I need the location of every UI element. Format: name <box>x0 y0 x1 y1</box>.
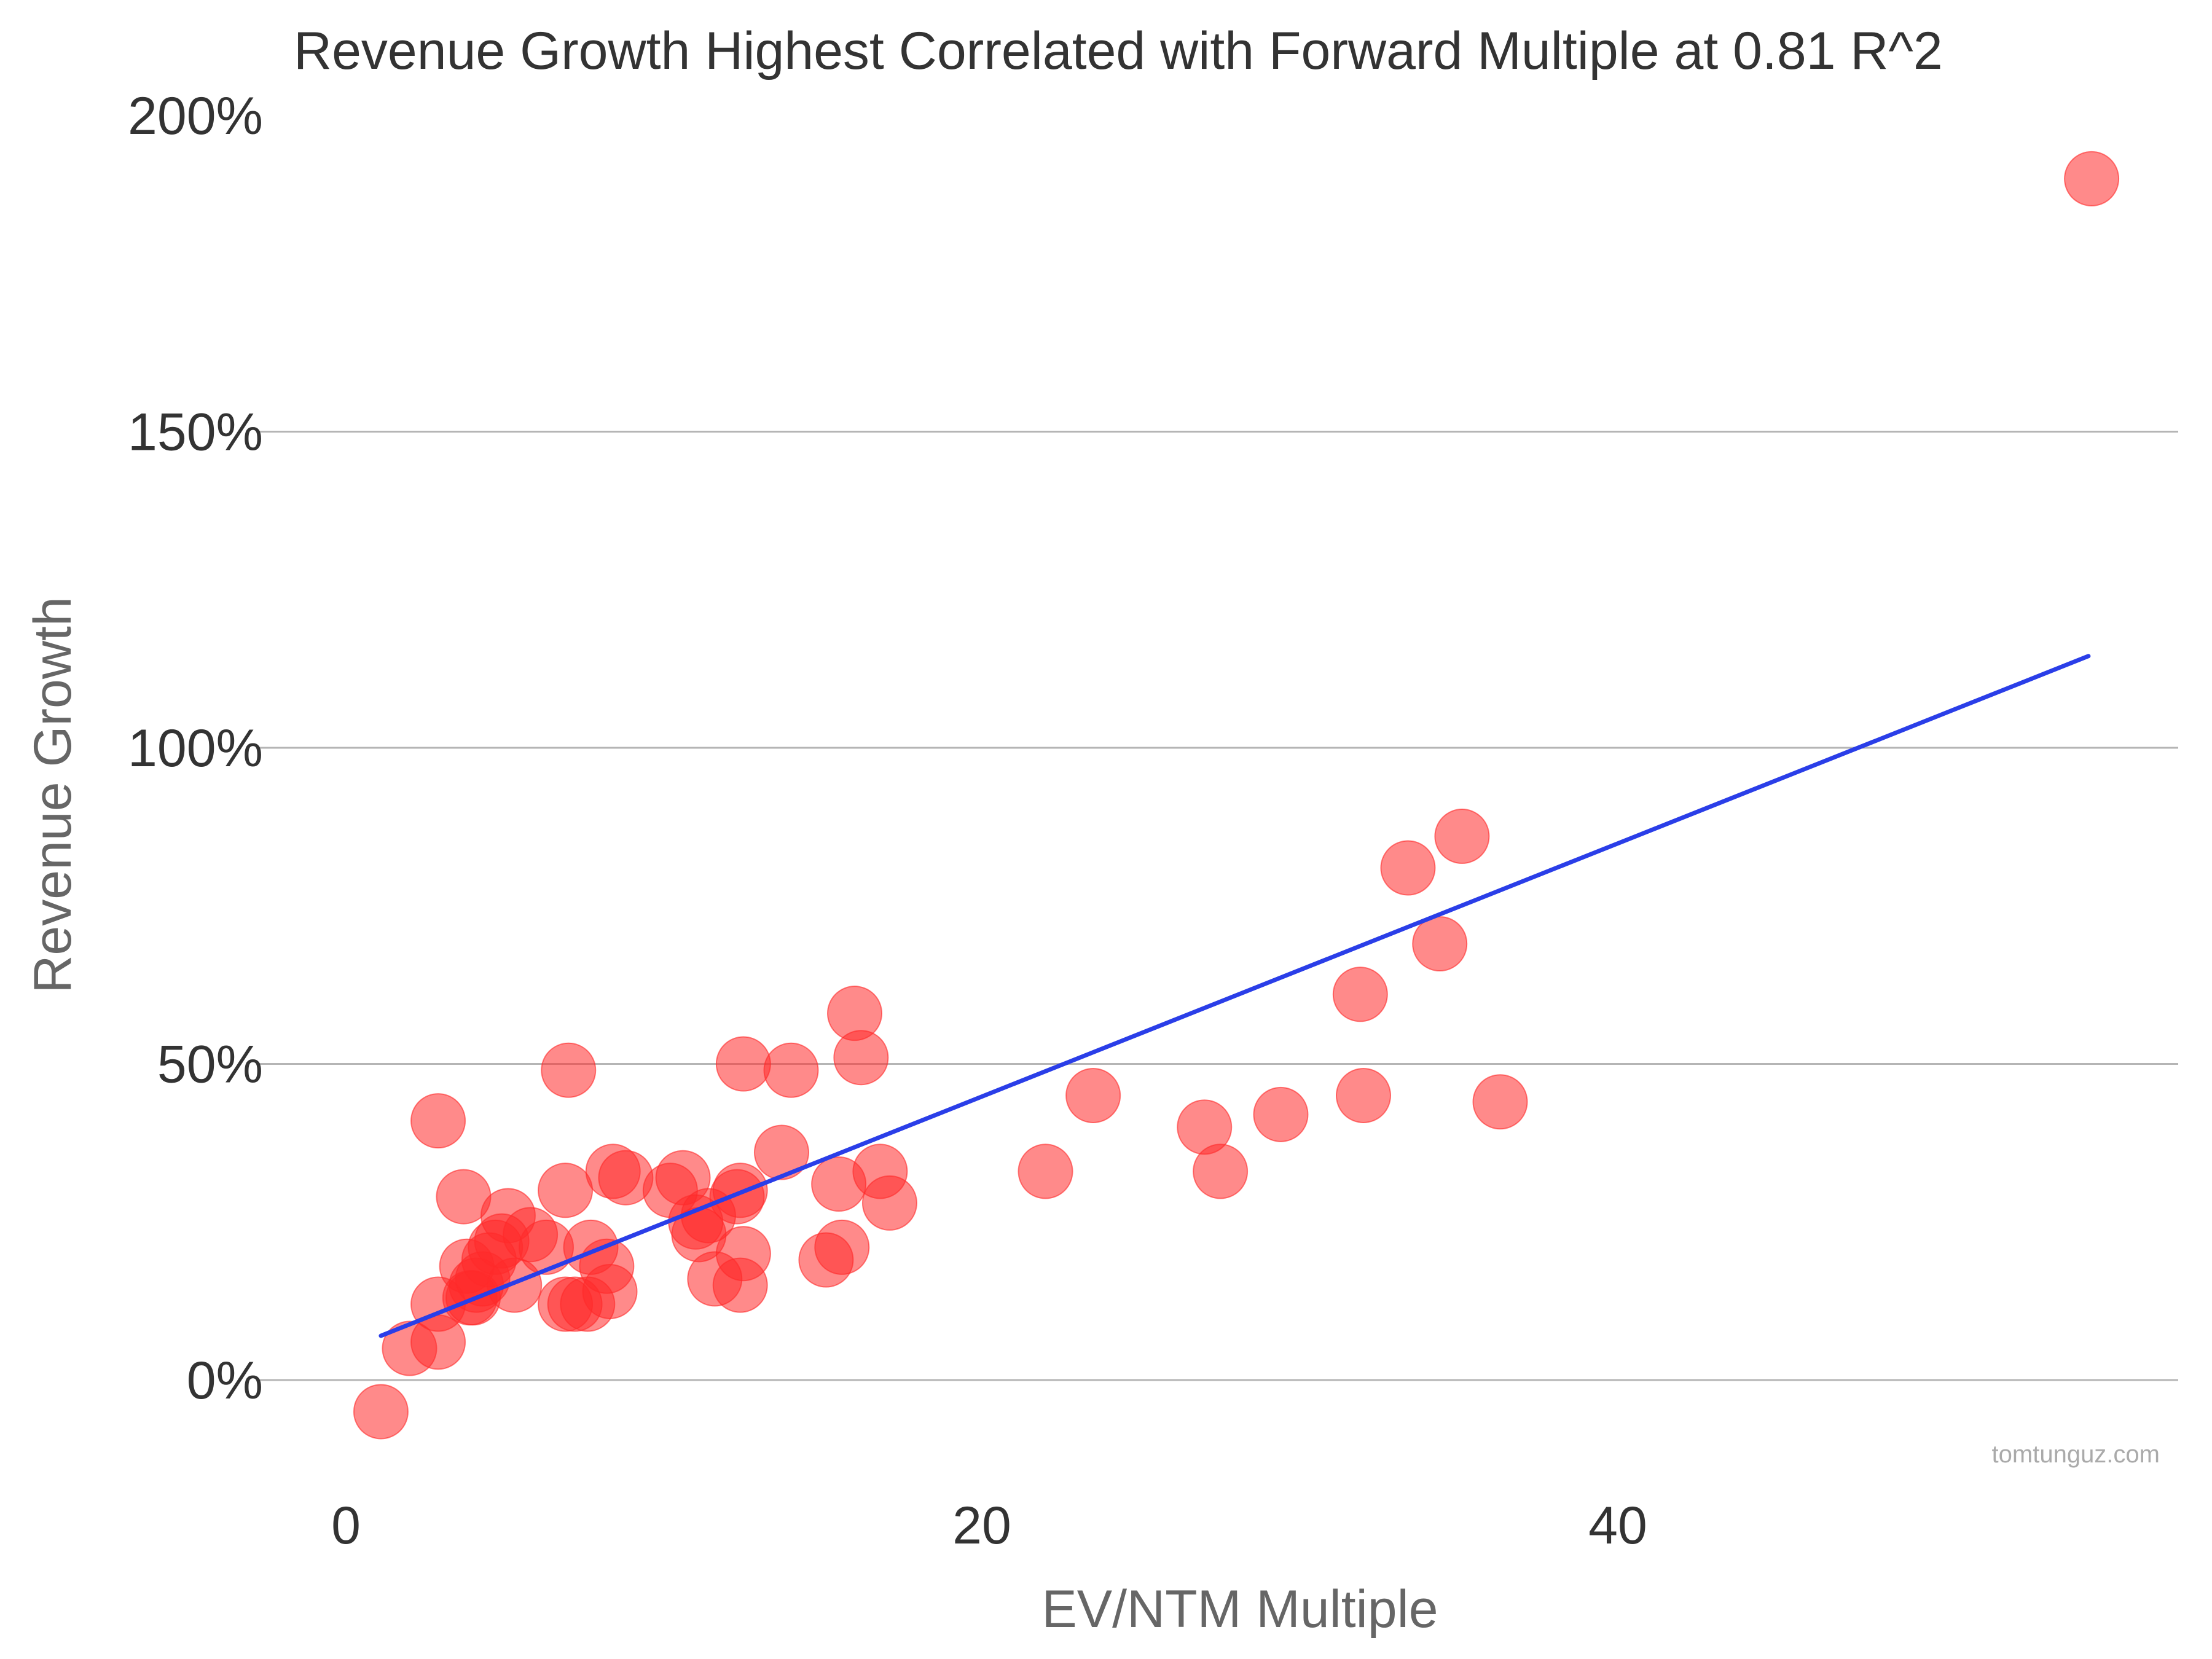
scatter-point <box>1332 967 1388 1022</box>
scatter-point <box>487 1257 543 1313</box>
y-tick-label: 100% <box>128 719 263 778</box>
x-axis-ticks: 0 20 40 <box>331 1496 1647 1555</box>
scatter-point <box>712 1257 768 1313</box>
trend-line <box>378 654 2091 1338</box>
scatter-point <box>1065 1067 1121 1123</box>
scatter-point <box>1336 1067 1391 1123</box>
scatter-point <box>753 1124 809 1180</box>
scatter-point <box>1472 1074 1528 1130</box>
y-tick-label: 50% <box>157 1035 263 1094</box>
y-tick-label: 150% <box>128 403 263 462</box>
scatter-point <box>1434 809 1490 865</box>
y-tick-label: 200% <box>128 87 263 146</box>
scatter-point <box>541 1042 597 1098</box>
x-axis-label: EV/NTM Multiple <box>1041 1580 1438 1639</box>
scatter-point <box>712 1163 768 1218</box>
scatter-point <box>814 1219 870 1275</box>
scatter-point <box>353 1384 409 1440</box>
chart-title: Revenue Growth Highest Correlated with F… <box>294 22 1943 80</box>
y-axis-label: Revenue Growth <box>23 597 82 993</box>
scatter-point <box>1018 1143 1073 1199</box>
scatter-point <box>1380 840 1436 896</box>
source-credit: tomtunguz.com <box>1992 1441 2160 1468</box>
scatter-point <box>582 1263 638 1319</box>
x-tick-label: 0 <box>331 1496 361 1555</box>
x-tick-label: 40 <box>1588 1496 1647 1555</box>
scatter-point <box>861 1175 917 1231</box>
scatter-points <box>353 151 2120 1440</box>
scatter-point <box>1412 916 1468 971</box>
y-axis-ticks: 0% 50% 100% 150% 200% <box>128 87 263 1410</box>
scatter-point <box>1193 1143 1249 1199</box>
x-tick-label: 20 <box>952 1496 1011 1555</box>
scatter-point <box>763 1042 819 1098</box>
scatter-point <box>410 1093 466 1149</box>
scatter-point <box>833 1030 889 1086</box>
scatter-point <box>715 1036 771 1092</box>
scatter-point <box>1253 1086 1309 1142</box>
scatter-point <box>2064 151 2120 206</box>
scatter-point <box>538 1163 594 1218</box>
y-tick-label: 0% <box>187 1351 263 1410</box>
